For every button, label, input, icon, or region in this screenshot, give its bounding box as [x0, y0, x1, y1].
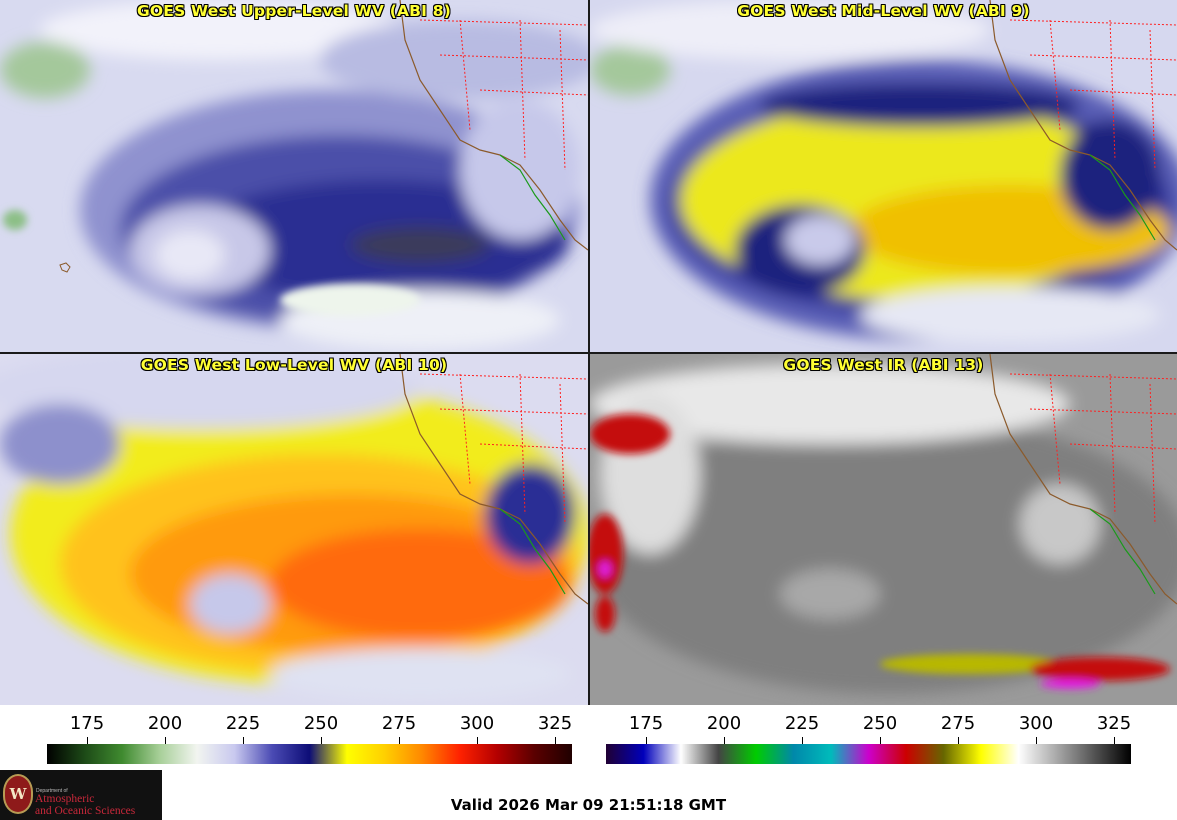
wv-colorbar	[47, 744, 572, 764]
colorbar-tick-label: 325	[1096, 713, 1132, 734]
colorbar-tick	[243, 737, 244, 744]
colorbar-tick	[87, 737, 88, 744]
colorbar-tick-label: 325	[537, 713, 573, 734]
panel-title: GOES West Mid-Level WV (ABI 9)	[737, 2, 1030, 20]
colorbar-tick-label: 300	[1018, 713, 1054, 734]
colorbar-tick	[802, 737, 803, 744]
panel-upper-level-wv: GOES West Upper-Level WV (ABI 8)	[0, 0, 588, 352]
colorbar-tick-label: 250	[862, 713, 898, 734]
colorbar-tick	[958, 737, 959, 744]
colorbar-tick	[399, 737, 400, 744]
ir-colorbar	[606, 744, 1131, 764]
colorbar-tick	[880, 737, 881, 744]
panel-title: GOES West Upper-Level WV (ABI 8)	[136, 2, 452, 20]
colorbar-tick	[1114, 737, 1115, 744]
colorbar-tick	[477, 737, 478, 744]
colorbar-tick-label: 200	[706, 713, 742, 734]
logo-atmospheric: Atmospheric	[35, 793, 95, 805]
horizontal-separator	[0, 352, 1177, 354]
colorbar-tick-label: 275	[940, 713, 976, 734]
panel-title: GOES West IR (ABI 13)	[783, 356, 984, 374]
colorbar-tick-label: 275	[381, 713, 417, 734]
colorbar-tick	[165, 737, 166, 744]
colorbar-tick-label: 200	[147, 713, 183, 734]
wv-mid-image	[590, 0, 1177, 352]
colorbar-tick-label: 225	[225, 713, 261, 734]
panel-low-level-wv: GOES West Low-Level WV (ABI 10)	[0, 354, 588, 705]
uw-seal-icon: W	[3, 774, 33, 814]
colorbar-tick-label: 225	[784, 713, 820, 734]
colorbar-tick-label: 300	[459, 713, 495, 734]
panel-title: GOES West Low-Level WV (ABI 10)	[140, 356, 448, 374]
logo-oceanic-sciences: and Oceanic Sciences	[35, 805, 136, 817]
colorbar-tick-label: 175	[628, 713, 664, 734]
colorbar-tick-label: 175	[69, 713, 105, 734]
logo-department: Department of	[36, 788, 68, 794]
colorbar-tick	[1036, 737, 1037, 744]
panel-mid-level-wv: GOES West Mid-Level WV (ABI 9)	[590, 0, 1177, 352]
colorbar-tick	[321, 737, 322, 744]
aos-logo: W Department of Atmospheric and Oceanic …	[0, 770, 162, 820]
valid-time: Valid 2026 Mar 09 21:51:18 GMT	[450, 796, 727, 814]
colorbar-tick	[646, 737, 647, 744]
colorbar-tick	[555, 737, 556, 744]
colorbar-tick-label: 250	[303, 713, 339, 734]
colorbar-tick	[724, 737, 725, 744]
ir-image	[590, 354, 1177, 705]
wv-low-image	[0, 354, 588, 705]
panel-ir: GOES West IR (ABI 13)	[590, 354, 1177, 705]
wv-upper-image	[0, 0, 588, 352]
